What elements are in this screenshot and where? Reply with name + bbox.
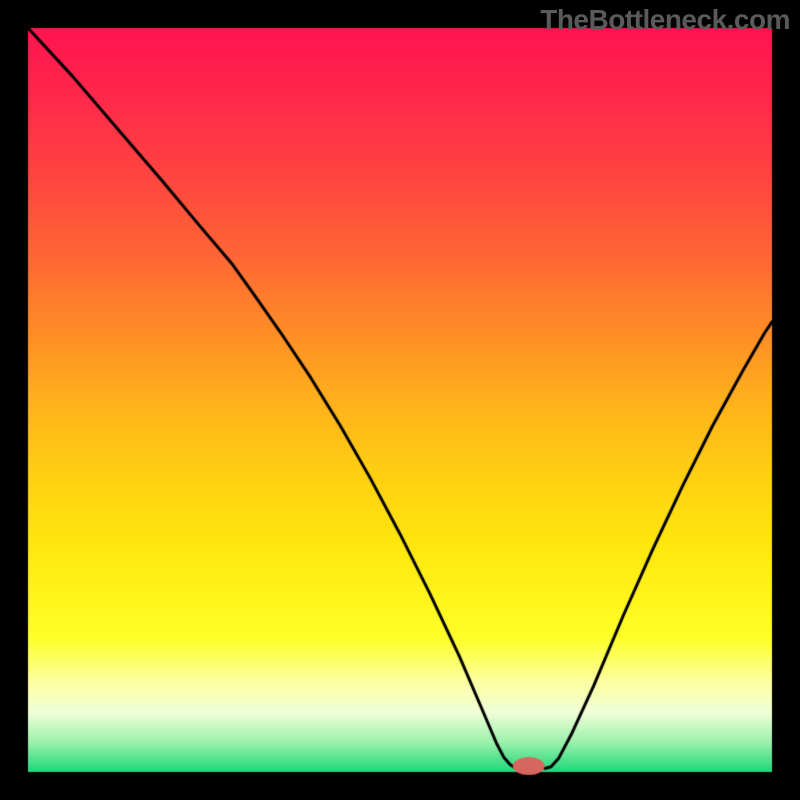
bottleneck-chart-canvas	[0, 0, 800, 800]
watermark-label: TheBottleneck.com	[540, 4, 790, 36]
